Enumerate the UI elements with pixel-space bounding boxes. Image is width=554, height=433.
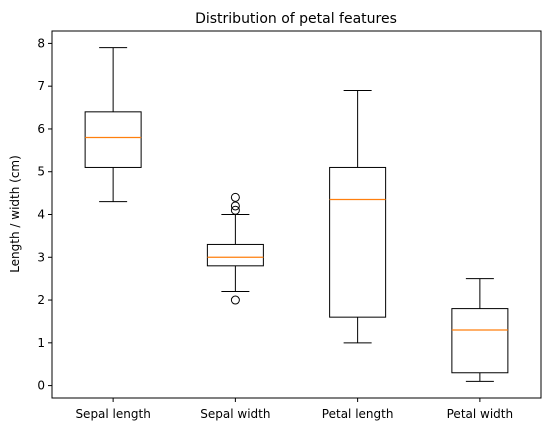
plot-frame — [51, 30, 542, 399]
iqr-box — [84, 111, 142, 168]
x-tick-label: Petal width — [447, 407, 513, 421]
box-1 — [84, 47, 142, 203]
y-tick-label: 6 — [37, 122, 45, 136]
y-tick-label: 2 — [37, 293, 45, 307]
y-tick-label: 4 — [37, 208, 45, 222]
y-tick-label: 5 — [37, 165, 45, 179]
x-tick-label: Petal length — [322, 407, 394, 421]
y-tick-label: 3 — [37, 250, 45, 264]
box-3 — [329, 89, 387, 344]
y-tick-label: 7 — [37, 79, 45, 93]
y-tick-label: 0 — [37, 379, 45, 393]
x-tick-label: Sepal width — [200, 407, 270, 421]
chart-title: Distribution of petal features — [195, 11, 397, 27]
outlier-point — [230, 201, 240, 211]
y-axis: 0 1 2 3 4 5 6 7 8 — [37, 36, 52, 393]
outlier-point — [230, 295, 240, 305]
box-2 — [206, 192, 264, 305]
boxes — [84, 47, 509, 382]
iqr-box — [329, 166, 387, 318]
outlier-point — [230, 192, 240, 202]
box-4 — [451, 278, 509, 382]
x-axis: Sepal length Sepal width Petal length Petal… — [75, 398, 513, 421]
y-tick-label: 8 — [37, 36, 45, 50]
x-tick-label: Sepal length — [75, 407, 150, 421]
iqr-box — [451, 308, 509, 374]
outlier-point — [230, 205, 240, 215]
y-axis-title: Length / width (cm) — [8, 155, 22, 273]
y-tick-label: 1 — [37, 336, 45, 350]
iqr-box — [206, 243, 264, 267]
